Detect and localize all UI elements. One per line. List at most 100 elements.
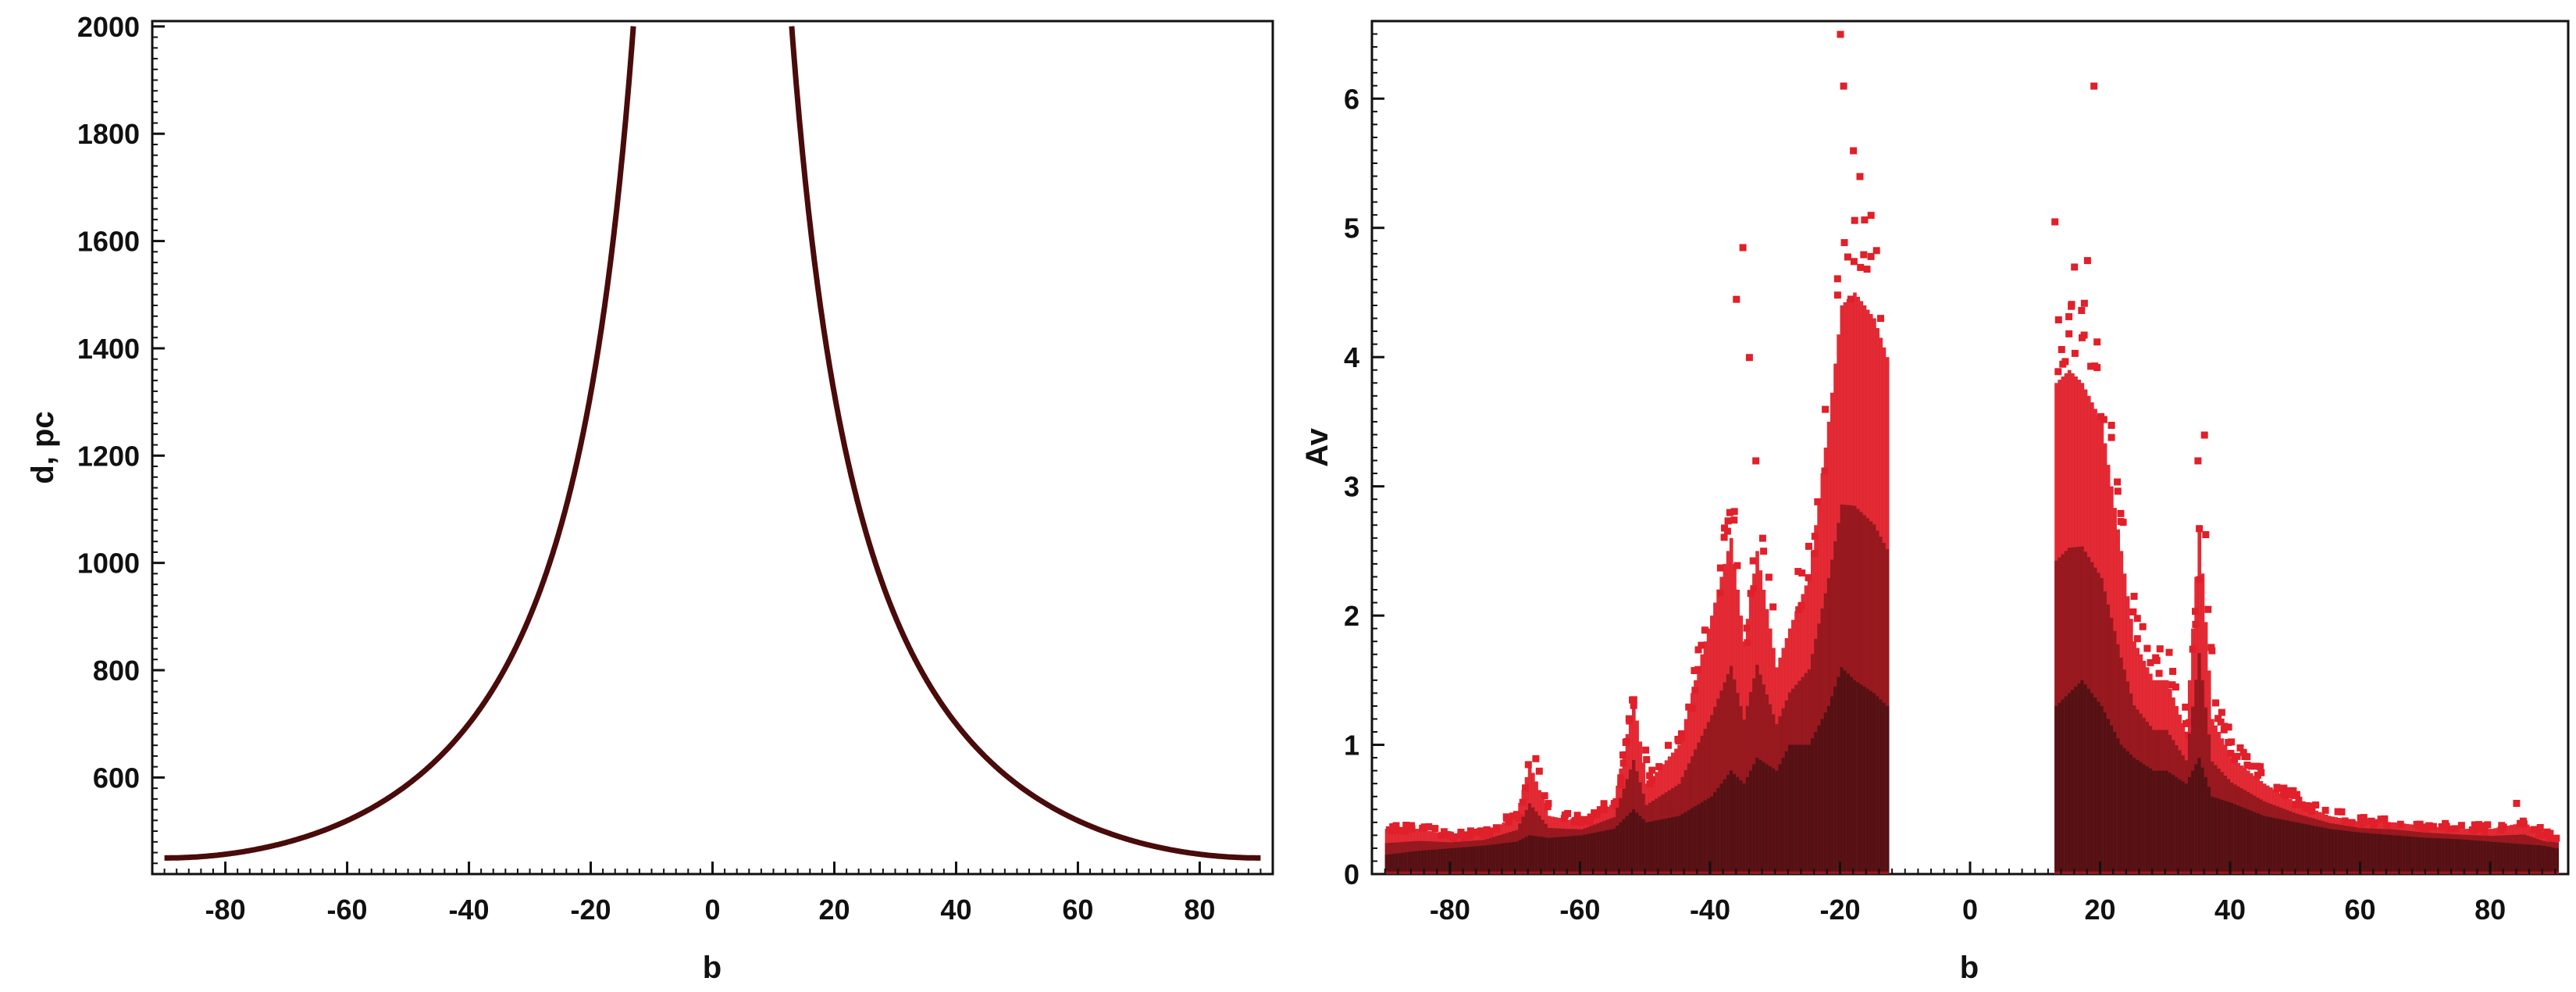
- extinction-density-core: [1482, 845, 1487, 872]
- extinction-point: [2308, 802, 2316, 810]
- extinction-point: [2236, 744, 2244, 751]
- extinction-density-core: [1407, 851, 1412, 872]
- extinction-point: [1833, 275, 1841, 283]
- distance-y-tick-label: 600: [93, 762, 140, 794]
- extinction-density-mid: [1726, 674, 1730, 874]
- extinction-density-core: [2379, 834, 2384, 872]
- extinction-point: [2257, 763, 2264, 771]
- extinction-x-tick-label: 80: [2474, 894, 2506, 926]
- extinction-density-core: [1398, 853, 1402, 872]
- extinction-density-core: [1459, 847, 1464, 872]
- extinction-density-core: [2353, 832, 2357, 872]
- extinction-density-core: [2132, 758, 2136, 872]
- extinction-point: [2080, 299, 2088, 307]
- extinction-density-core: [1804, 744, 1808, 872]
- extinction-density-core: [2477, 840, 2482, 872]
- extinction-density-core: [2256, 813, 2260, 872]
- extinction-density-core: [2519, 844, 2524, 872]
- extinction-density-core: [1865, 688, 1870, 872]
- extinction-point: [1872, 247, 1880, 255]
- extinction-density-core: [2292, 822, 2296, 872]
- extinction-density-core: [2100, 705, 2104, 872]
- extinction-density-core: [2480, 840, 2485, 872]
- extinction-density-core: [1625, 815, 1630, 872]
- extinction-point: [2133, 635, 2141, 643]
- extinction-density-core: [2460, 839, 2465, 872]
- distance-y-tick-label: 800: [93, 655, 140, 687]
- extinction-density-core: [1443, 848, 1448, 872]
- extinction-density-core: [2172, 775, 2175, 872]
- extinction-density-core: [1515, 841, 1519, 872]
- extinction-density-core: [1710, 796, 1714, 872]
- extinction-point: [1665, 741, 1672, 749]
- extinction-density-core: [1677, 815, 1681, 872]
- extinction-point: [2282, 792, 2289, 799]
- extinction-density-core: [1680, 814, 1685, 872]
- extinction-point: [2228, 738, 2236, 746]
- extinction-outlier-point: [2071, 263, 2079, 271]
- extinction-point: [1860, 251, 1868, 259]
- distance-y-tick-label: 1000: [77, 548, 140, 580]
- extinction-point: [2054, 316, 2062, 323]
- extinction-density-core: [1787, 744, 1792, 872]
- extinction-point: [2202, 531, 2210, 538]
- extinction-point: [2474, 823, 2482, 831]
- extinction-density-core: [1694, 806, 1698, 872]
- extinction-density-core: [2370, 833, 2374, 872]
- extinction-density-core: [1404, 852, 1409, 872]
- extinction-density-core: [2454, 839, 2458, 872]
- extinction-x-axis-label: b: [1960, 951, 1979, 985]
- extinction-x-tick-label: 20: [2084, 894, 2115, 926]
- distance-curve-series-2: [789, 26, 1262, 861]
- extinction-point: [2065, 312, 2073, 320]
- extinction-outlier-point: [1524, 761, 1532, 769]
- extinction-density-core: [2164, 770, 2169, 872]
- extinction-density-core: [2457, 839, 2462, 872]
- extinction-density-core: [2080, 680, 2085, 872]
- extinction-density-core: [1697, 804, 1701, 872]
- extinction-density-core: [1674, 816, 1678, 872]
- extinction-density-core: [1434, 849, 1438, 872]
- extinction-density-core: [2175, 776, 2179, 872]
- extinction-density-core: [1401, 852, 1406, 872]
- extinction-density-core: [1449, 847, 1454, 872]
- extinction-density-core: [1492, 844, 1496, 872]
- extinction-y-tick-label: 0: [1344, 858, 1359, 890]
- extinction-density-core: [2448, 838, 2452, 872]
- extinction-point: [2334, 808, 2342, 815]
- extinction-density-core: [2382, 834, 2387, 872]
- extinction-density-core: [1733, 773, 1737, 872]
- extinction-density-core: [1563, 837, 1568, 872]
- extinction-density-core: [1619, 822, 1623, 872]
- extinction-density-core: [1466, 847, 1470, 872]
- extinction-density-core: [1742, 783, 1747, 872]
- extinction-point: [2100, 416, 2107, 423]
- extinction-density-core: [2418, 837, 2423, 872]
- extinction-density-core: [1534, 836, 1538, 872]
- extinction-density-core: [1577, 835, 1580, 872]
- extinction-density-core: [2226, 801, 2231, 872]
- extinction-point: [2147, 658, 2154, 666]
- extinction-density-core: [1537, 837, 1541, 872]
- extinction-density-core: [2139, 762, 2143, 872]
- distance-y-tick-label: 1800: [77, 118, 140, 150]
- extinction-density-core: [2250, 810, 2254, 872]
- extinction-density-core: [2366, 833, 2371, 872]
- extinction-point: [1760, 548, 1768, 555]
- extinction-point: [2280, 784, 2288, 792]
- extinction-density-core: [2496, 842, 2501, 872]
- extinction-density-core: [2490, 841, 2494, 872]
- extinction-y-tick-label: 2: [1344, 600, 1359, 632]
- extinction-density-core: [2272, 818, 2276, 872]
- extinction-point: [1694, 646, 1702, 654]
- extinction-point: [2152, 654, 2160, 662]
- extinction-point: [2068, 302, 2075, 310]
- extinction-density-core: [1856, 682, 1860, 872]
- extinction-point: [2247, 762, 2255, 770]
- extinction-point: [2536, 824, 2544, 831]
- extinction-outlier-point: [1745, 354, 1753, 362]
- extinction-density-core: [1736, 776, 1740, 872]
- extinction-density-core: [2321, 827, 2325, 872]
- extinction-density-core: [1833, 687, 1837, 872]
- extinction-point: [2182, 703, 2189, 711]
